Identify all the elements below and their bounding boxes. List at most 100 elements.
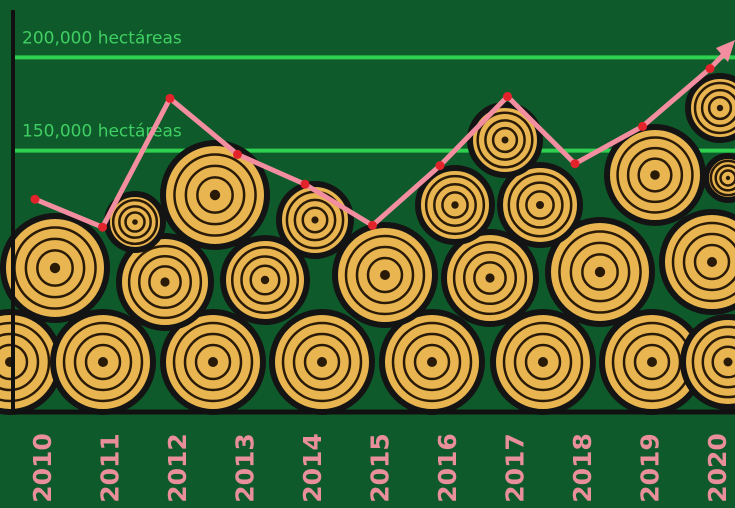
log-ring <box>344 234 426 316</box>
log-core <box>725 175 731 181</box>
log-core <box>98 357 108 367</box>
point <box>30 194 40 204</box>
log-core <box>160 277 170 287</box>
x-tick-label: 2016 <box>433 433 462 503</box>
log-ring <box>581 253 619 291</box>
x-tick-label: 2014 <box>298 433 327 503</box>
log-ring <box>173 153 257 237</box>
point <box>638 121 647 131</box>
log-ring <box>441 191 469 219</box>
log-ring <box>249 264 281 296</box>
logs-illustration <box>0 73 735 415</box>
log-ring <box>691 325 735 399</box>
log-core <box>716 104 724 112</box>
log-ring <box>711 345 735 379</box>
log-ring <box>0 332 40 392</box>
log-ring <box>424 174 486 236</box>
log-ring <box>281 321 363 403</box>
x-tick-label: 2010 <box>28 433 57 503</box>
x-tick-label: 2013 <box>231 433 260 503</box>
log-ring <box>0 321 51 403</box>
log-ring <box>118 205 152 239</box>
log-core <box>501 136 509 144</box>
log-core <box>485 273 495 283</box>
log-core <box>132 219 138 225</box>
point <box>705 64 715 74</box>
log-core <box>536 201 544 209</box>
log-ring <box>569 241 631 303</box>
log-core <box>209 189 221 201</box>
log-ring <box>626 146 684 204</box>
log-core <box>723 357 733 367</box>
log-ring <box>413 343 451 381</box>
log-ring <box>719 169 735 187</box>
y-tick-label: 200,000 hectáreas <box>22 28 182 48</box>
log-ring <box>693 81 735 135</box>
log-core <box>317 357 327 367</box>
log-core <box>594 266 606 278</box>
log-core <box>538 357 548 367</box>
log-ring <box>230 245 300 315</box>
log-ring <box>502 321 584 403</box>
log-ring <box>184 164 246 226</box>
x-tick-label: 2018 <box>568 433 597 503</box>
log-ring <box>714 164 735 192</box>
point <box>98 222 107 232</box>
log-ring <box>476 111 534 169</box>
log-ring <box>491 126 519 154</box>
log-ring <box>391 321 473 403</box>
log-ring <box>194 343 232 381</box>
log-ring <box>172 321 254 403</box>
log-ring <box>36 249 74 287</box>
log-core <box>451 201 459 209</box>
arrow-head <box>716 40 735 62</box>
log-ring <box>303 343 341 381</box>
log-core <box>650 170 660 180</box>
log-ring <box>516 181 564 229</box>
log-ring <box>513 332 573 392</box>
log-ring <box>301 206 329 234</box>
log-ring <box>292 332 352 392</box>
log-ring <box>148 265 182 299</box>
x-tick-label: 2012 <box>163 433 192 503</box>
log-ring <box>709 159 735 197</box>
log-ring <box>111 198 159 246</box>
log-ring <box>524 343 562 381</box>
log-ring <box>671 221 735 303</box>
log-core <box>49 262 61 274</box>
log-ring <box>73 332 133 392</box>
log-ring <box>473 261 507 295</box>
log-ring <box>682 232 735 292</box>
log-ring <box>707 95 733 121</box>
point <box>165 93 175 103</box>
log-ring <box>693 243 731 281</box>
point <box>570 159 580 169</box>
log-ring <box>293 198 337 242</box>
log-ring <box>24 237 86 299</box>
log <box>680 314 735 410</box>
y-tick-label: 150,000 hectáreas <box>22 122 182 142</box>
log-ring <box>700 88 735 128</box>
log-core <box>311 216 319 224</box>
log-ring <box>0 343 29 381</box>
log-ring <box>637 157 673 193</box>
log-ring <box>84 343 122 381</box>
log-ring <box>137 254 193 310</box>
point <box>368 220 377 230</box>
log-ring <box>402 332 462 392</box>
point <box>233 149 242 159</box>
x-tick-label: 2017 <box>501 433 530 503</box>
log-core <box>647 357 657 367</box>
log <box>659 209 735 315</box>
log-core <box>260 275 270 285</box>
log-ring <box>616 136 694 214</box>
log-ring <box>62 321 144 403</box>
log-core <box>707 257 717 267</box>
log-ring <box>701 335 735 389</box>
x-tick-label: 2020 <box>703 433 732 503</box>
log-ring <box>452 240 528 316</box>
log-ring <box>507 172 573 238</box>
log-ring <box>240 255 290 305</box>
log-ring <box>124 211 146 233</box>
